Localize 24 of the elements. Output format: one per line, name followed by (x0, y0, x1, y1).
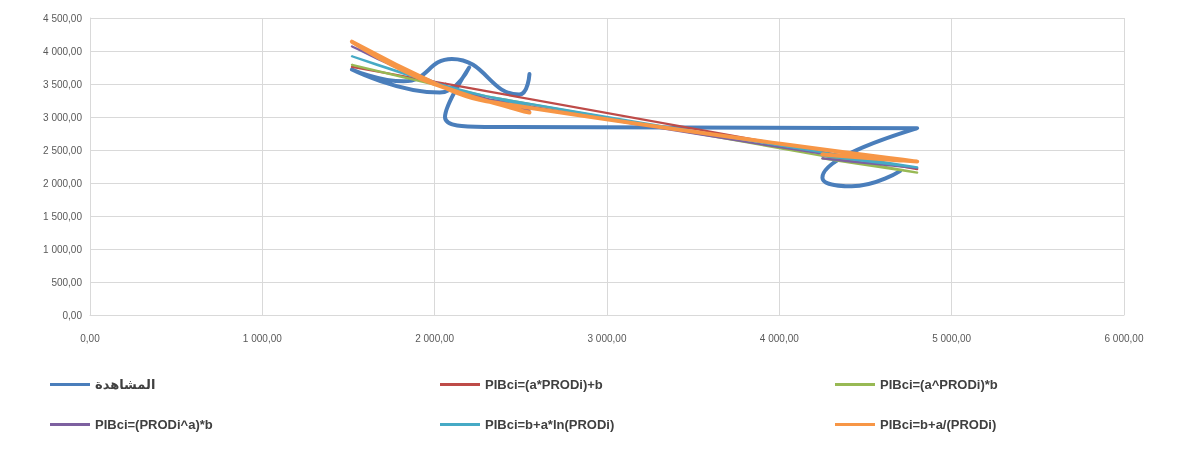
x-tick-label: 2 000,00 (415, 332, 455, 344)
legend-label: PIBci=(PRODi^a)*b (95, 417, 213, 432)
y-tick-label: 4 000,00 (43, 45, 83, 57)
legend-label: PIBci=b+a*ln(PRODi) (485, 417, 615, 432)
y-tick-label: 3 500,00 (43, 78, 83, 90)
x-tick-label: 5 000,00 (932, 332, 972, 344)
y-tick-label: 1 500,00 (43, 210, 83, 222)
legend-label: المشاهدة (95, 377, 156, 392)
y-tick-label: 1 000,00 (43, 243, 83, 255)
y-tick-label: 3 000,00 (43, 111, 83, 123)
x-tick-label: 4 000,00 (759, 332, 800, 344)
line-series (349, 56, 920, 189)
y-tick-label: 2 500,00 (43, 144, 83, 156)
y-tick-label: 2 000,00 (43, 177, 83, 189)
legend-label: PIBci=b+a/(PRODi) (880, 417, 997, 432)
y-tick-label: 500,00 (51, 276, 83, 288)
legend-label: PIBci=(a^PRODi)*b (880, 377, 998, 392)
y-tick-label: 0,00 (62, 309, 83, 321)
x-tick-label: 3 000,00 (587, 332, 627, 344)
x-tick-label: 1 000,00 (242, 332, 283, 344)
y-tick-label: 4 500,00 (43, 12, 83, 24)
x-tick-label: 6 000,00 (1104, 332, 1144, 344)
x-tick-label: 0,00 (80, 332, 101, 344)
legend-label: PIBci=(a*PRODi)+b (485, 377, 603, 392)
